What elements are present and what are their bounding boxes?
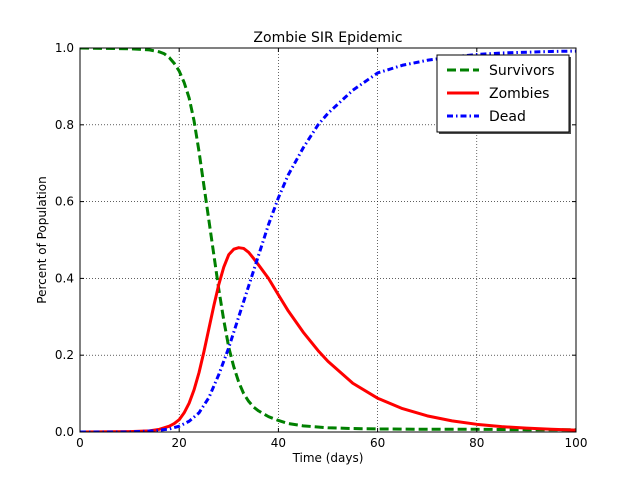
x-tick-label: 40	[271, 436, 286, 450]
y-tick-label: 0.6	[55, 195, 74, 209]
x-tick-label: 100	[565, 436, 588, 450]
series-line-dead	[80, 49, 576, 432]
x-tick-label: 20	[172, 436, 187, 450]
y-tick-label: 0.4	[55, 271, 74, 285]
x-tick-label: 0	[76, 436, 84, 450]
plot-frame	[79, 47, 577, 433]
legend-label-dead: Dead	[489, 109, 526, 125]
y-tick-label: 1.0	[55, 41, 74, 55]
y-axis-label: Percent of Population	[35, 176, 49, 303]
x-axis-label: Time (days)	[292, 451, 364, 465]
x-tick-label: 80	[469, 436, 484, 450]
axis-ticks: 0 20 40 60 80 100 0.0 0.2 0.4 0.6 0.8 1.0	[55, 41, 588, 450]
series-line-zombies	[80, 246, 576, 432]
legend: Survivors Zombies Dead	[436, 54, 571, 134]
legend-label-zombies: Zombies	[489, 86, 549, 102]
x-tick-label: 60	[370, 436, 385, 450]
series-line-survivors	[80, 48, 576, 432]
chart-title: Zombie SIR Epidemic	[253, 30, 402, 46]
legend-label-survivors: Survivors	[489, 63, 555, 79]
y-tick-label: 0.0	[55, 425, 74, 439]
y-tick-label: 0.8	[55, 118, 74, 132]
series-lines	[80, 48, 576, 432]
y-tick-label: 0.2	[55, 348, 74, 362]
